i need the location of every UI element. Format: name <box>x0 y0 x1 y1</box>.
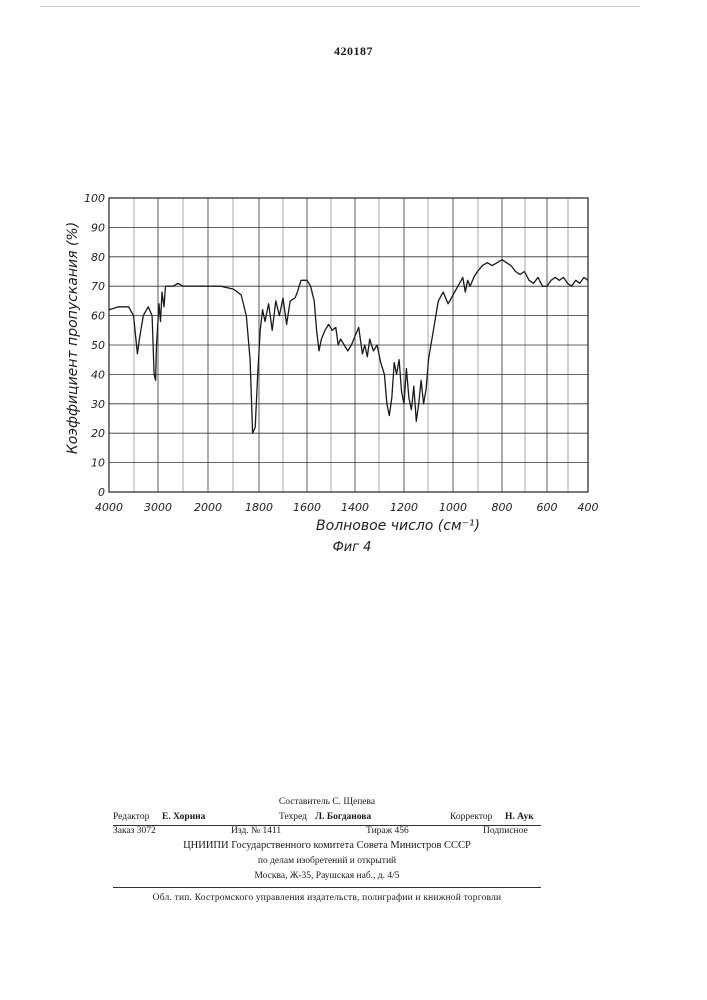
x-tick-label: 400 <box>578 501 599 514</box>
org-line-2: по делам изобретений и открытий <box>113 856 541 866</box>
techred-label: Техред <box>279 812 307 822</box>
x-tick-label: 1000 <box>439 501 467 514</box>
x-tick-label: 800 <box>492 501 513 514</box>
x-tick-label: 1800 <box>245 501 273 514</box>
edition-number: Изд. № 1411 <box>231 826 281 836</box>
y-tick-label: 70 <box>91 280 105 293</box>
org-line-3: Москва, Ж-35, Раушская наб., д. 4/5 <box>113 871 541 881</box>
figure-caption: Фиг 4 <box>333 540 372 555</box>
y-tick-label: 40 <box>91 368 105 381</box>
footer-rule-bottom <box>113 887 541 888</box>
x-tick-label: 1200 <box>390 501 418 514</box>
y-tick-label: 90 <box>91 221 105 234</box>
x-tick-label: 2000 <box>194 501 222 514</box>
x-axis-title: Волновое число (см⁻¹) <box>316 518 480 534</box>
techred-name: Л. Богданова <box>315 812 371 822</box>
corrector-label: Корректор <box>450 812 492 822</box>
org-line-1: ЦНИИПИ Государственного комитета Совета … <box>113 840 541 851</box>
y-tick-label: 80 <box>91 251 105 264</box>
ir-spectrum-chart: 0 10 20 30 40 50 60 70 80 90 100 4000 3000 2000 1800 16… <box>0 0 707 600</box>
y-tick-label: 50 <box>91 339 105 352</box>
x-tick-label: 1600 <box>293 501 321 514</box>
y-tick-label: 20 <box>91 427 105 440</box>
y-tick-label: 30 <box>91 398 105 411</box>
editors-row: Редактор Е. Хорина Техред Л. Богданова К… <box>113 812 541 824</box>
order-number: Заказ 3072 <box>113 826 156 836</box>
transmittance-curve <box>109 260 588 434</box>
x-tick-label: 600 <box>537 501 558 514</box>
y-tick-label: 10 <box>91 457 105 470</box>
editor-name: Е. Хорина <box>162 812 205 822</box>
editor-label: Редактор <box>113 812 149 822</box>
corrector-name: Н. Аук <box>505 812 534 822</box>
x-tick-label: 1400 <box>341 501 369 514</box>
y-tick-label: 100 <box>84 192 105 205</box>
x-tick-label: 3000 <box>144 501 172 514</box>
order-row: Заказ 3072 Изд. № 1411 Тираж 456 Подписн… <box>113 826 541 838</box>
subscription: Подписное <box>483 826 528 836</box>
circulation: Тираж 456 <box>366 826 409 836</box>
y-tick-label: 0 <box>98 486 105 499</box>
compiler-line: Составитель С. Щепева <box>113 797 541 807</box>
y-tick-label: 60 <box>91 310 105 323</box>
y-axis-title: Коэффициент пропускания (%) <box>65 222 81 454</box>
printer-line: Обл. тип. Костромского управления издате… <box>113 893 541 903</box>
x-tick-label: 4000 <box>95 501 123 514</box>
